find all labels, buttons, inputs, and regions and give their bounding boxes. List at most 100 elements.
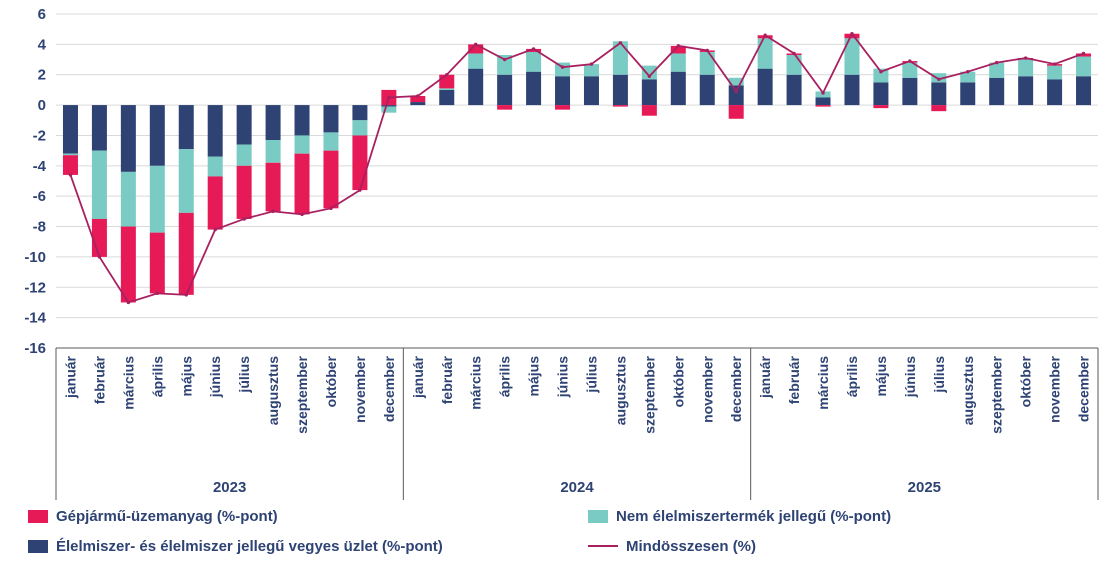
month-label: január: [757, 355, 773, 399]
bar-segment-series-0: [381, 105, 397, 107]
bar-segment-series-2: [178, 212, 194, 295]
total-line-marker: [242, 217, 246, 221]
total-line-marker: [97, 255, 102, 259]
stacked-bar-line-chart: 6 4 2 0 -2 -4 -6 -8 -10 -12 -14 -16 január február már…: [24, 6, 1099, 500]
month-label: november: [352, 355, 368, 422]
month-label: december: [381, 355, 397, 422]
bar-segment-series-2: [352, 135, 368, 191]
month-label: október: [323, 355, 339, 407]
month-label: április: [497, 356, 513, 397]
total-line-marker: [358, 188, 362, 192]
bar-segment-series-0: [1076, 76, 1092, 106]
bar-segment-series-1: [294, 135, 310, 154]
month-label: május: [526, 356, 542, 397]
month-label: február: [439, 355, 455, 404]
total-line-marker: [213, 227, 217, 232]
bar-segment-series-2: [497, 105, 513, 110]
total-line-marker: [734, 89, 738, 94]
bar-segment-series-0: [149, 105, 165, 166]
bar-segment-series-1: [1018, 59, 1034, 77]
month-label: augusztus: [612, 356, 628, 425]
bar-segment-series-0: [178, 105, 194, 150]
total-line-marker: [647, 74, 652, 78]
bar-segment-series-1: [960, 71, 976, 83]
bar-segment-series-0: [757, 68, 773, 106]
bar-segment-series-0: [728, 85, 744, 106]
total-line-swatch: [588, 545, 618, 547]
month-label: július: [583, 356, 599, 394]
bar-segment-series-2: [670, 45, 686, 54]
bar-segment-series-2: [555, 105, 571, 110]
bar-segment-series-2: [149, 232, 165, 294]
bar-segment-series-1: [497, 54, 513, 75]
bar-segment-series-2: [844, 33, 860, 39]
bar-segment-series-0: [815, 97, 831, 106]
bar-segment-series-0: [989, 77, 1005, 106]
total-line-marker: [531, 47, 536, 51]
bar-segment-series-2: [815, 105, 831, 107]
bar-segment-series-1: [612, 41, 628, 75]
y-axis-tick-label: -8: [33, 219, 46, 236]
bar-segment-series-0: [323, 105, 339, 133]
total-line-marker: [792, 51, 796, 56]
bar-segment-series-2: [120, 226, 136, 303]
total-line-marker: [589, 62, 594, 66]
y-axis-tick-label: -16: [24, 340, 46, 357]
fuel-swatch: [28, 509, 48, 523]
bar-segment-series-2: [439, 74, 455, 89]
month-label: december: [1076, 355, 1092, 422]
total-line: [69, 32, 1084, 304]
bar-segment-series-0: [1047, 79, 1063, 106]
bar-segment-series-1: [381, 106, 397, 113]
y-axis-tick-label: -6: [33, 188, 46, 205]
bar-segment-series-0: [207, 105, 223, 157]
legend-item-food: Élelmiszer- és élelmiszer jellegű vegyes…: [28, 537, 588, 555]
bar-segment-series-2: [294, 153, 310, 215]
bar-segment-series-1: [526, 51, 542, 72]
bar-segment-series-2: [265, 162, 281, 212]
bar-segment-series-1: [728, 77, 744, 86]
bar-segment-series-2: [62, 155, 78, 175]
bar-segment-series-0: [641, 79, 657, 106]
legend-label-nonfood: Nem élelmiszertermék jellegű (%-pont): [616, 507, 892, 525]
y-axis-tick-label: -2: [33, 127, 46, 144]
bar-segment-series-2: [641, 105, 657, 116]
month-label: augusztus: [265, 356, 281, 425]
total-line-marker: [966, 69, 970, 74]
bar-segment-series-1: [62, 153, 78, 156]
bar-segment-series-0: [873, 82, 889, 106]
total-line-marker: [850, 32, 854, 36]
total-line-marker: [821, 91, 825, 95]
bar-segment-series-0: [439, 89, 455, 106]
legend-label-total: Mindösszesen (%): [626, 537, 757, 555]
month-label: augusztus: [960, 356, 976, 425]
bar-segment-series-0: [555, 76, 571, 106]
month-label: október: [670, 355, 686, 407]
total-line-marker: [705, 48, 709, 53]
bar-segment-series-1: [1076, 56, 1092, 77]
total-line-marker: [908, 59, 912, 63]
bar-segment-series-1: [902, 62, 918, 78]
total-line-marker: [502, 57, 507, 62]
bar-segment-series-1: [641, 65, 657, 80]
month-label: április: [844, 356, 860, 397]
bar-segment-series-0: [120, 105, 136, 172]
month-label: január: [62, 355, 78, 399]
month-label: szeptember: [294, 355, 310, 433]
bar-segment-series-1: [786, 54, 802, 75]
month-label: március: [815, 356, 831, 410]
y-axis-tick-label: -14: [24, 310, 46, 327]
bar-segment-series-0: [960, 82, 976, 106]
month-label: július: [236, 356, 252, 394]
bar-segment-series-1: [236, 144, 252, 166]
bar-segment-series-1: [699, 51, 715, 75]
bar-segment-series-0: [612, 74, 628, 106]
bar-segment-series-0: [931, 82, 947, 106]
bar-segment-series-0: [265, 105, 281, 141]
bar-segment-series-1: [149, 165, 165, 233]
bar-segment-series-0: [902, 77, 918, 106]
bar-segment-series-0: [236, 105, 252, 145]
bar-segment-series-0: [786, 74, 802, 106]
bar-segment-series-1: [265, 140, 281, 163]
